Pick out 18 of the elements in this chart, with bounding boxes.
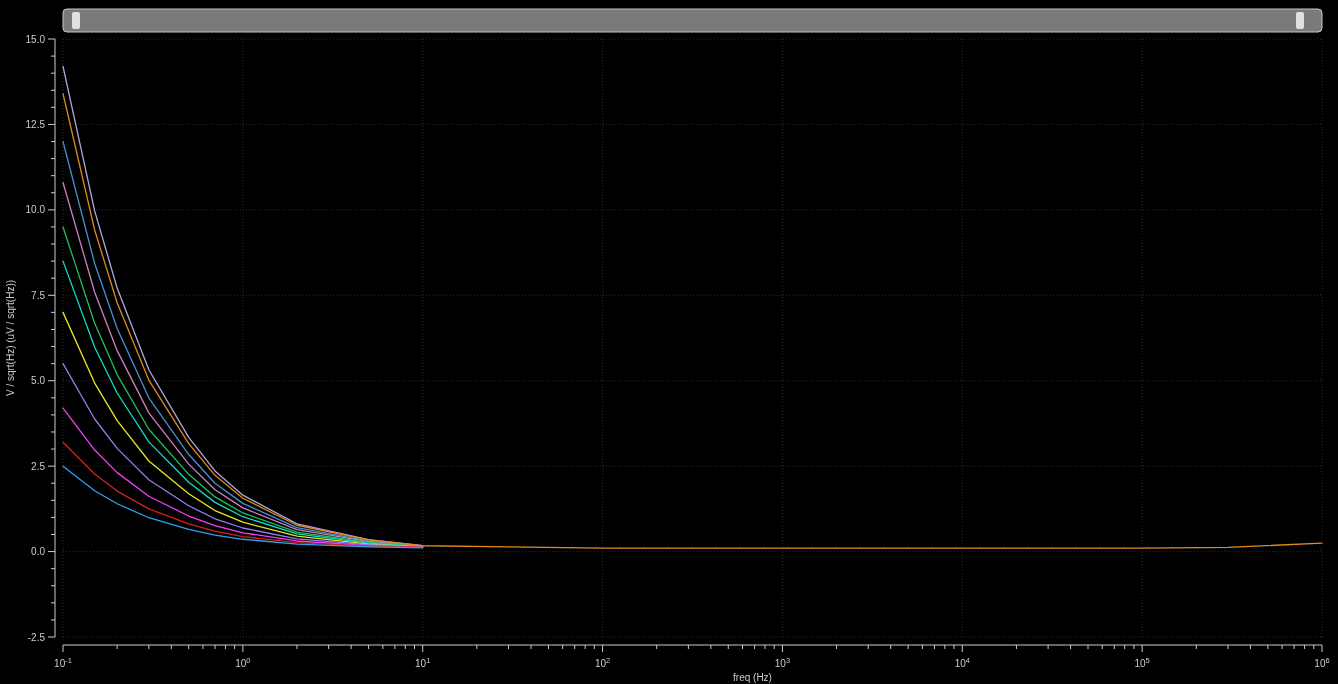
x-tick-label: 10$^{5}$ — [1134, 655, 1150, 669]
x-tick-label: 10$^{6}$ — [1314, 655, 1330, 669]
x-tick-label: 10$^{0}$ — [235, 655, 251, 669]
y-tick-label: 12.5 — [25, 118, 46, 130]
x-tick-label: 10$^{-1}$ — [54, 655, 72, 669]
x-tick-label: 10$^{3}$ — [774, 655, 791, 669]
y-tick-label: 10.0 — [25, 204, 46, 216]
y-tick-label: 7.5 — [31, 289, 46, 301]
x-tick-label: 10$^{4}$ — [954, 655, 970, 669]
y-tick-label: 15.0 — [25, 33, 46, 45]
y-axis-title: V / sqrt(Hz) (uV / sqrt(Hz)) — [5, 279, 16, 397]
y-tick-label: 5.0 — [31, 375, 46, 387]
y-tick-label: 2.5 — [31, 460, 46, 472]
y-tick-label: -2.5 — [27, 631, 46, 643]
x-tick-label: 10$^{1}$ — [415, 655, 431, 669]
y-tick-label: 0.0 — [31, 546, 46, 558]
x-tick-label: 10$^{2}$ — [594, 655, 611, 669]
x-axis-title: freq (Hz) — [733, 672, 772, 683]
